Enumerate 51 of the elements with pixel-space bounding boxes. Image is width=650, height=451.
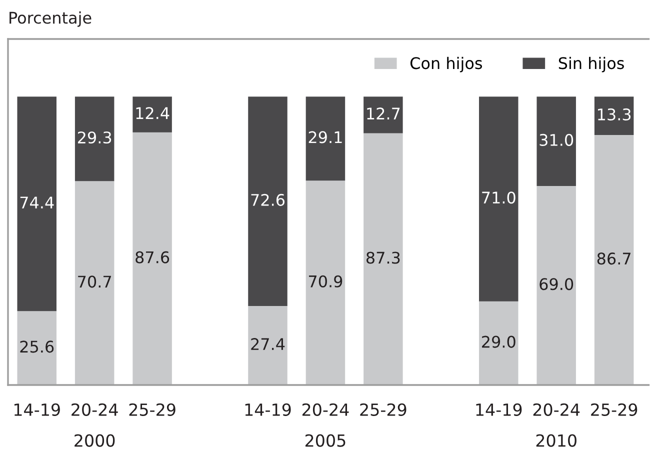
data-label: 12.4	[136, 107, 170, 119]
bar	[536, 186, 576, 385]
data-label: 12.7	[367, 108, 400, 120]
bar	[248, 96, 288, 306]
legend-label: Con hijos	[410, 56, 482, 72]
bar	[594, 135, 634, 385]
x-tick-label: 25-29	[360, 403, 406, 416]
x-tick-label: 20-24	[302, 403, 349, 416]
data-label: 70.7	[78, 276, 111, 288]
x-tick-label: 14-19	[245, 403, 291, 416]
bar	[479, 96, 518, 302]
data-label: 13.3	[598, 108, 631, 120]
x-tick-label: 14-19	[476, 403, 522, 416]
text: 2010	[536, 434, 576, 447]
bar	[364, 133, 403, 385]
data-label: 27.4	[251, 338, 285, 350]
data-label: 70.9	[308, 275, 342, 288]
data-label: 74.4	[20, 196, 54, 208]
bar	[594, 96, 634, 136]
bar	[306, 96, 346, 181]
data-label: 31.0	[540, 134, 574, 146]
x-tick-label: 25-29	[129, 403, 176, 416]
legend-label: Sin hijos	[558, 56, 624, 72]
y-axis-title: Porcentaje	[10, 11, 92, 27]
x-tick-label: 25-29	[591, 403, 638, 416]
bar	[306, 180, 346, 385]
data-label: 71.0	[482, 192, 516, 204]
x-tick-label: 20-24	[533, 403, 580, 416]
bar	[479, 301, 518, 385]
data-label: 25.6	[20, 340, 54, 353]
bar	[132, 96, 172, 132]
bar	[17, 96, 56, 312]
x-tick-label: 14-19	[14, 403, 60, 416]
bar	[132, 132, 172, 385]
data-label: 87.3	[366, 252, 400, 264]
bar	[74, 96, 114, 182]
bar	[74, 181, 114, 385]
bar	[364, 96, 403, 134]
data-label: 29.3	[78, 131, 112, 144]
data-label: 29.0	[482, 336, 516, 348]
data-label: 87.6	[136, 251, 170, 264]
bar	[536, 96, 576, 186]
x-tick-label: 20-24	[72, 403, 118, 416]
bar	[17, 311, 56, 385]
data-label: 69.0	[540, 278, 574, 290]
text: 2000	[74, 434, 115, 447]
data-label: 72.6	[251, 194, 285, 206]
data-label: 29.1	[308, 131, 342, 144]
bar	[248, 306, 288, 385]
data-label: 86.7	[597, 252, 630, 265]
text: 2005	[305, 434, 346, 447]
